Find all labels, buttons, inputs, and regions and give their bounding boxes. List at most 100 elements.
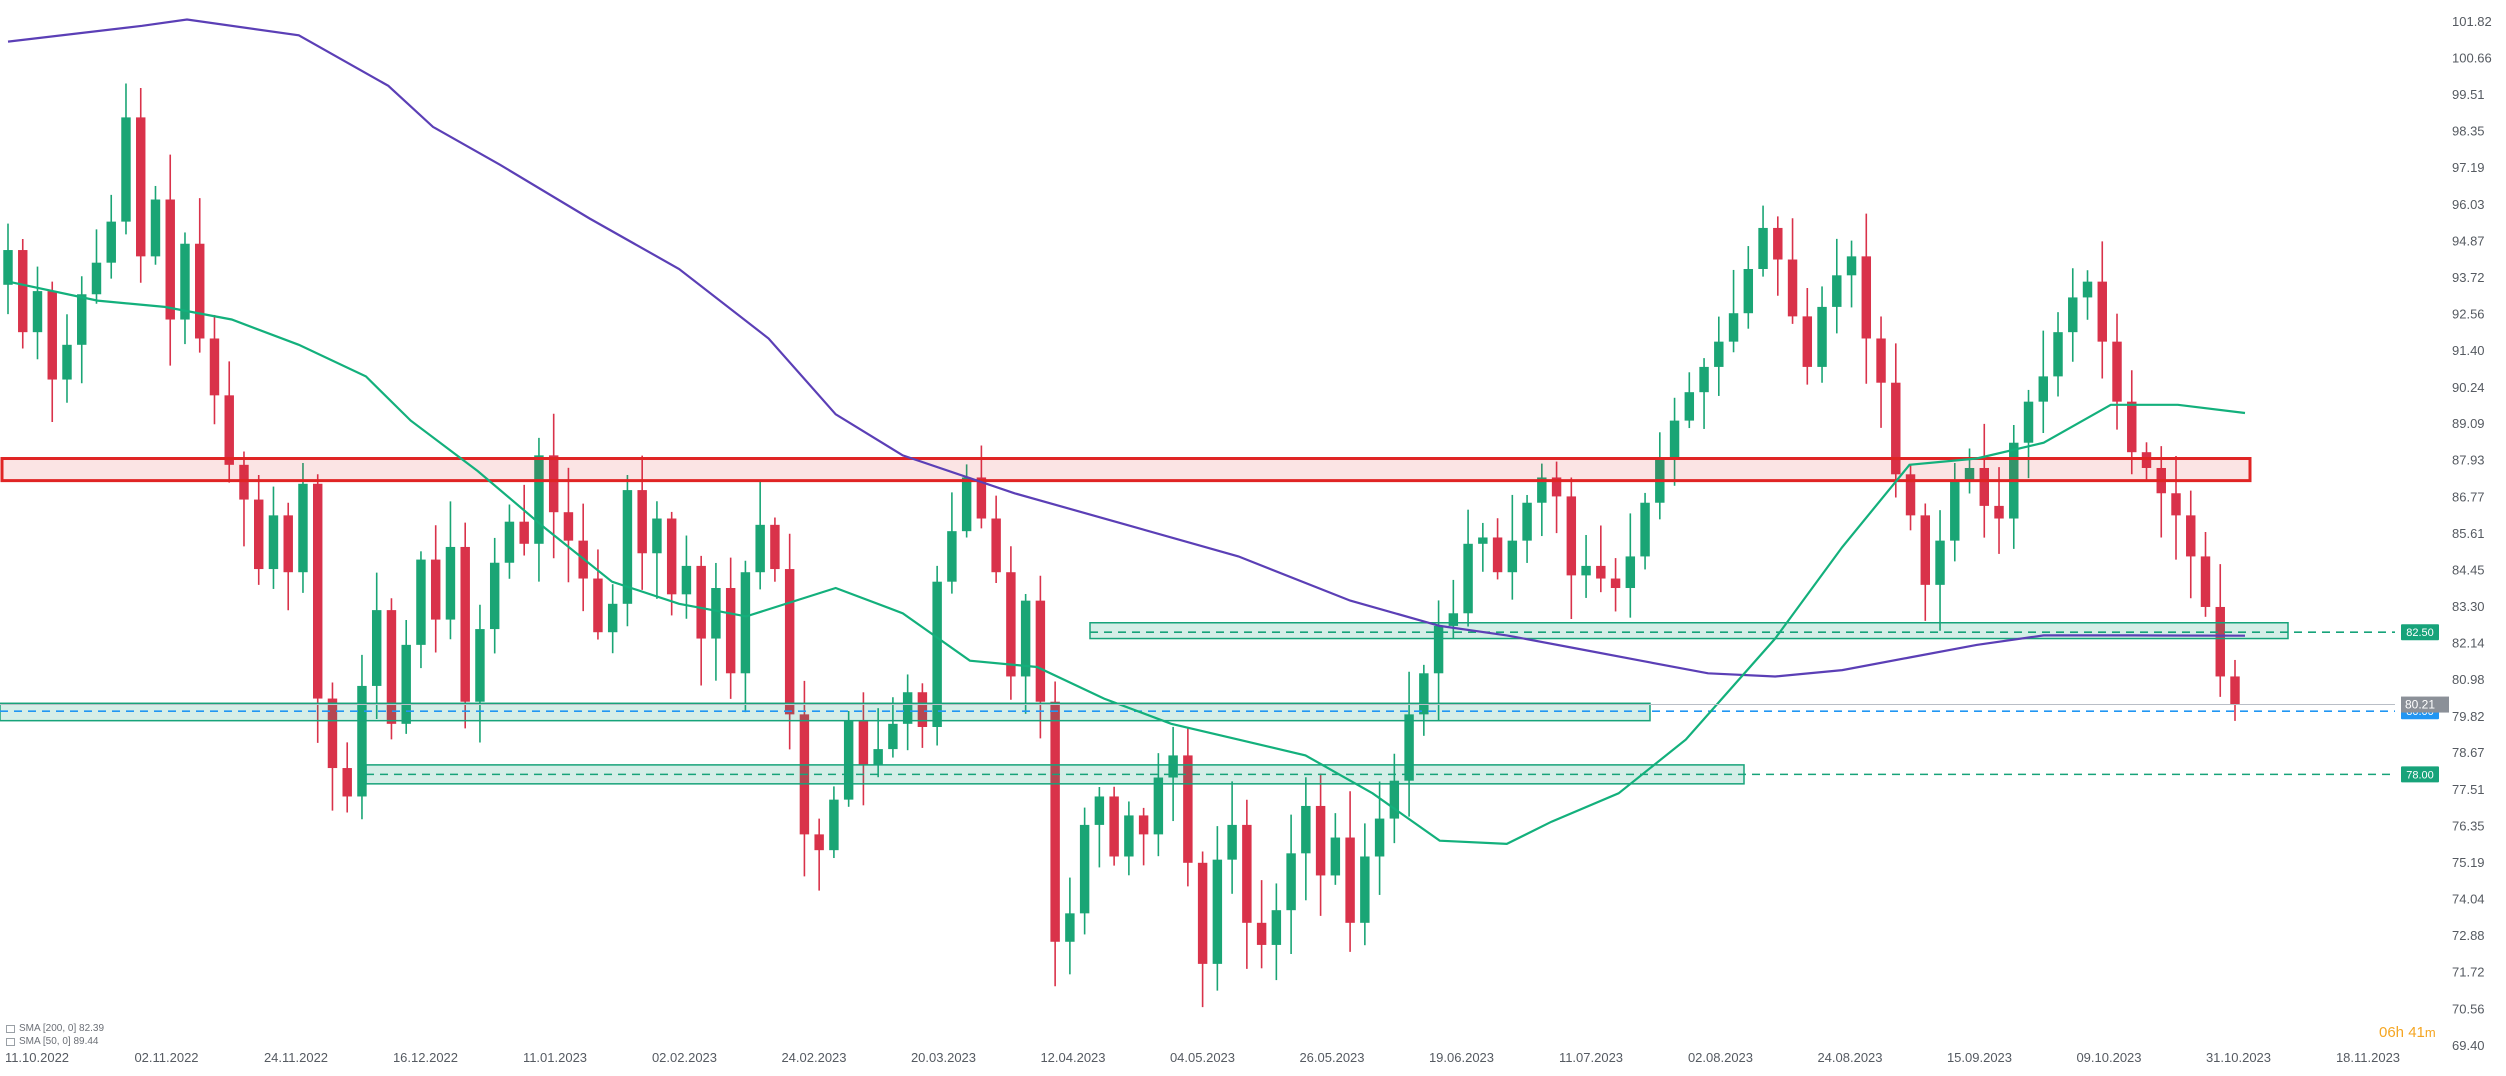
candle-body <box>1817 306 1827 367</box>
y-tick-label: 72.88 <box>2452 928 2485 943</box>
level-tag-label: 82.50 <box>2406 627 2434 639</box>
candle-body <box>1905 474 1916 516</box>
y-tick-label: 100.66 <box>2452 51 2492 66</box>
current-price-tag <box>2401 696 2449 713</box>
candle-body <box>460 546 470 702</box>
legend-sma50[interactable]: SMA [50, 0] 89.44 <box>6 1035 104 1048</box>
candle-body <box>1669 420 1680 459</box>
candle-body <box>1861 256 1872 339</box>
candle-body <box>312 483 323 699</box>
legend-sma200[interactable]: SMA [200, 0] 82.39 <box>6 1022 104 1035</box>
candle-body <box>1610 578 1621 589</box>
candle-body <box>548 455 559 513</box>
y-tick-label: 93.72 <box>2452 270 2485 285</box>
candle-body <box>180 243 190 320</box>
candle-body <box>1876 338 1886 383</box>
y-tick-label: 99.51 <box>2452 87 2485 102</box>
candle-body <box>1168 755 1178 778</box>
x-tick-label: 09.10.2023 <box>2076 1050 2141 1065</box>
candle-body <box>1212 859 1223 964</box>
candle-body <box>2082 281 2093 298</box>
candle-body <box>3 250 13 285</box>
candle-body <box>1448 613 1459 626</box>
candle-body <box>416 559 426 645</box>
resistance-zone <box>0 457 2252 483</box>
candle-body <box>1094 796 1105 825</box>
candle-body <box>283 515 293 573</box>
candle-body <box>622 490 633 604</box>
candle-body <box>1242 824 1252 923</box>
y-tick-label: 83.30 <box>2452 599 2485 614</box>
x-tick-label: 02.02.2023 <box>652 1050 717 1065</box>
candle-body <box>298 483 308 573</box>
candle-countdown: 06h 41m <box>2379 1024 2436 1041</box>
candle-body <box>2097 281 2107 342</box>
sma-line <box>7 18 2246 678</box>
candle-body <box>1079 824 1090 914</box>
candle-body <box>1374 818 1385 857</box>
candle-body <box>1360 856 1370 923</box>
support-zone <box>0 702 1651 722</box>
indicator-legend: SMA [200, 0] 82.39 SMA [50, 0] 89.44 <box>6 1022 104 1048</box>
candle-body <box>1935 540 1945 585</box>
candle-body <box>489 562 500 630</box>
y-tick-label: 78.67 <box>2452 745 2485 760</box>
indicator-icon <box>6 1024 15 1033</box>
candle-body <box>268 515 279 570</box>
candle-body <box>1551 477 1562 497</box>
candle-body <box>1433 625 1444 674</box>
x-tick-label: 11.07.2023 <box>1559 1050 1623 1065</box>
candle-body <box>445 546 456 620</box>
candle-body <box>1832 275 1842 307</box>
support-zone <box>1089 622 2289 640</box>
candle-body <box>386 610 397 724</box>
candle-body <box>1006 572 1016 677</box>
candle-body <box>902 692 913 724</box>
candle-body <box>593 578 603 633</box>
candle-body <box>1758 227 1768 269</box>
y-tick-label: 79.82 <box>2452 709 2485 724</box>
candle-body <box>917 692 928 727</box>
candle-body <box>1419 673 1429 715</box>
candle-body <box>1728 313 1739 342</box>
candle-body <box>1743 268 1754 314</box>
y-tick-label: 91.40 <box>2452 343 2485 358</box>
candle-body <box>681 565 692 595</box>
candle-body <box>1463 543 1473 614</box>
candle-body <box>2127 401 2137 453</box>
countdown-minutes: 41 <box>2408 1024 2425 1041</box>
candle-body <box>1979 467 1989 506</box>
candle-body <box>1256 922 1267 945</box>
candle-body <box>1994 505 2004 519</box>
candle-body <box>2200 556 2211 607</box>
x-tick-label: 20.03.2023 <box>911 1050 976 1065</box>
candle-body <box>32 291 43 333</box>
candle-body <box>475 629 485 702</box>
candle-body <box>1301 805 1311 854</box>
candle-body <box>1109 796 1119 857</box>
y-tick-label: 94.87 <box>2452 234 2485 249</box>
candle-body <box>1773 227 1783 260</box>
candle-body <box>150 199 161 257</box>
candle-body <box>1625 556 1636 589</box>
candle-body <box>1846 256 1857 276</box>
x-tick-label: 15.09.2023 <box>1947 1050 2012 1065</box>
candle-body <box>1684 392 1695 421</box>
candle-body <box>696 565 706 639</box>
candle-body <box>1964 467 1975 481</box>
countdown-unit: m <box>2424 1025 2436 1040</box>
candle-body <box>2053 332 2063 377</box>
candle-body <box>62 344 72 380</box>
candle-body <box>2023 401 2034 443</box>
candle-body <box>784 569 795 715</box>
candle-body <box>77 294 87 345</box>
y-tick-label: 87.93 <box>2452 453 2485 468</box>
candle-body <box>711 588 721 639</box>
y-tick-label: 71.72 <box>2452 965 2485 980</box>
level-tag-label: 78.00 <box>2406 769 2434 781</box>
y-tick-label: 80.98 <box>2452 672 2485 687</box>
candle-body <box>888 723 898 750</box>
candle-body <box>1286 853 1296 911</box>
